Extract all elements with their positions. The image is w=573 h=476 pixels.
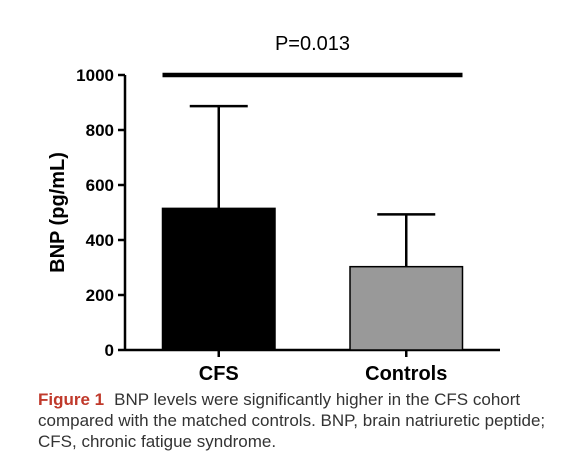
y-tick-label: 400 [86,231,114,250]
x-tick-label: CFS [199,363,239,385]
bar-chart: 0 200 400 600 800 1000 BNP (pg/mL) CFS Controls P… [47,33,500,385]
significance-label: P=0.013 [275,33,350,55]
x-tick-label: Controls [365,363,447,385]
y-tick-label: 200 [86,286,114,305]
y-axis-title: BNP (pg/mL) [47,152,69,273]
figure-caption: Figure 1 BNP levels were significantly hi… [38,389,558,452]
caption-text: BNP levels were significantly higher in … [38,390,546,451]
y-tick-label: 0 [105,341,114,360]
y-tick-label: 600 [86,176,114,195]
y-tick-label: 1000 [76,66,114,85]
bar-cfs [161,207,276,351]
y-tick-label: 800 [86,121,114,140]
bar-controls [349,265,464,351]
figure-label: Figure 1 [38,390,105,409]
